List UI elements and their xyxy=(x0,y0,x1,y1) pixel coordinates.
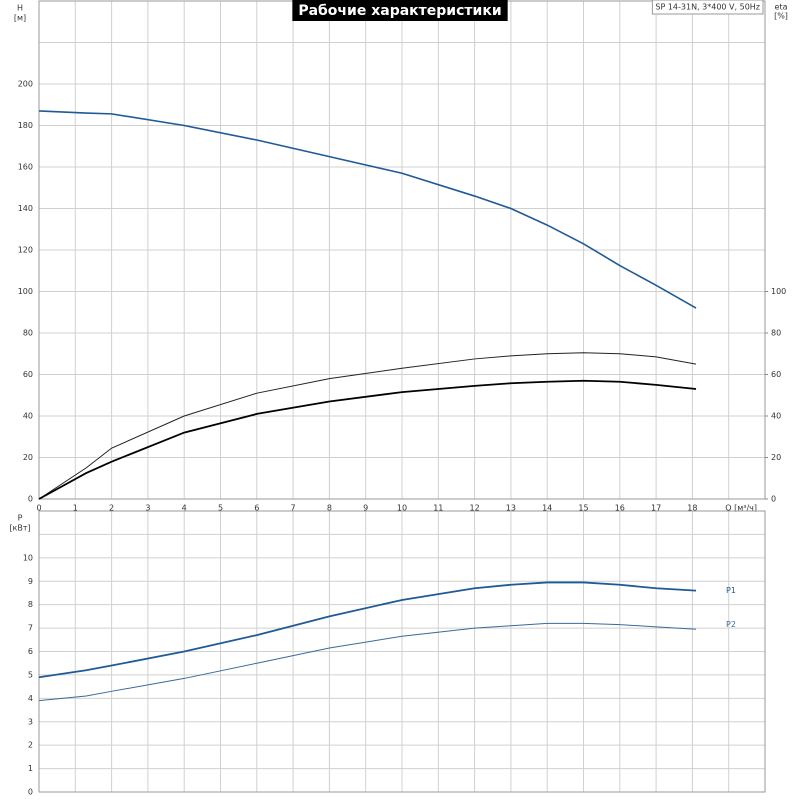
curve xyxy=(38,379,697,500)
y-axis-unit: [кВт] xyxy=(9,524,30,533)
y2-tick-label: 20 xyxy=(771,453,781,462)
y-tick-label: 100 xyxy=(18,287,33,296)
y-tick-label: 140 xyxy=(18,204,33,213)
x-tick-label: 11 xyxy=(433,504,443,513)
y-tick-label: 40 xyxy=(23,412,33,421)
y-axis-label: P xyxy=(18,514,23,523)
y2-axis-unit: [%] xyxy=(774,12,788,21)
y-tick-label: 4 xyxy=(28,694,33,703)
y-tick-label: 3 xyxy=(28,717,33,726)
y-tick-label: 5 xyxy=(28,670,33,679)
curve xyxy=(38,622,697,702)
y-axis-label: H xyxy=(17,4,23,13)
y2-tick-label: 80 xyxy=(771,329,781,338)
y2-tick-label: 40 xyxy=(771,412,781,421)
x-tick-label: 13 xyxy=(506,504,516,513)
y-tick-label: 200 xyxy=(18,80,33,89)
y-tick-label: 120 xyxy=(18,246,33,255)
x-tick-label: 5 xyxy=(218,504,223,513)
plot-frame xyxy=(38,510,766,793)
x-tick-label: 14 xyxy=(542,504,552,513)
y-tick-label: 6 xyxy=(28,647,33,656)
curve xyxy=(38,581,697,679)
y-tick-label: 0 xyxy=(28,495,33,504)
y-tick-label: 20 xyxy=(23,453,33,462)
y-tick-label: 160 xyxy=(18,163,33,172)
y-tick-label: 9 xyxy=(28,577,33,586)
x-tick-label: 15 xyxy=(578,504,588,513)
x-tick-label: 12 xyxy=(470,504,480,513)
y2-tick-label: 0 xyxy=(771,495,776,504)
legend-label: P2 xyxy=(726,620,736,629)
y-axis-unit: [м] xyxy=(14,14,26,23)
y-tick-label: 180 xyxy=(18,121,33,130)
y-tick-label: 60 xyxy=(23,370,33,379)
x-axis-label: Q [м³/ч] xyxy=(725,504,757,513)
y-tick-label: 8 xyxy=(28,600,33,609)
y-tick-label: 80 xyxy=(23,329,33,338)
model-box xyxy=(651,0,764,15)
y-tick-label: 10 xyxy=(23,553,33,562)
x-tick-label: 1 xyxy=(73,504,78,513)
x-tick-label: 8 xyxy=(327,504,332,513)
legend-label: P1 xyxy=(726,586,736,595)
y-tick-label: 0 xyxy=(28,788,33,797)
curve xyxy=(38,352,697,500)
x-tick-label: 2 xyxy=(109,504,114,513)
x-tick-label: 3 xyxy=(145,504,150,513)
x-tick-label: 6 xyxy=(254,504,259,513)
model-label: SP 14-31N, 3*400 V, 50Hz xyxy=(655,3,760,12)
x-tick-label: 0 xyxy=(36,504,41,513)
y2-tick-label: 60 xyxy=(771,370,781,379)
title-box xyxy=(292,0,508,21)
y-tick-label: 1 xyxy=(28,764,33,773)
y2-tick-label: 100 xyxy=(771,287,786,296)
x-tick-label: 18 xyxy=(687,504,697,513)
x-tick-label: 17 xyxy=(651,504,661,513)
curve xyxy=(38,110,697,309)
x-tick-label: 9 xyxy=(363,504,368,513)
x-tick-label: 16 xyxy=(615,504,625,513)
chart-title: Рабочие характеристики xyxy=(298,3,501,19)
x-tick-label: 4 xyxy=(182,504,187,513)
x-tick-label: 7 xyxy=(291,504,296,513)
y-tick-label: 2 xyxy=(28,741,33,750)
y2-axis-label: eta xyxy=(775,3,788,12)
x-tick-label: 10 xyxy=(397,504,407,513)
y-tick-label: 7 xyxy=(28,624,33,633)
